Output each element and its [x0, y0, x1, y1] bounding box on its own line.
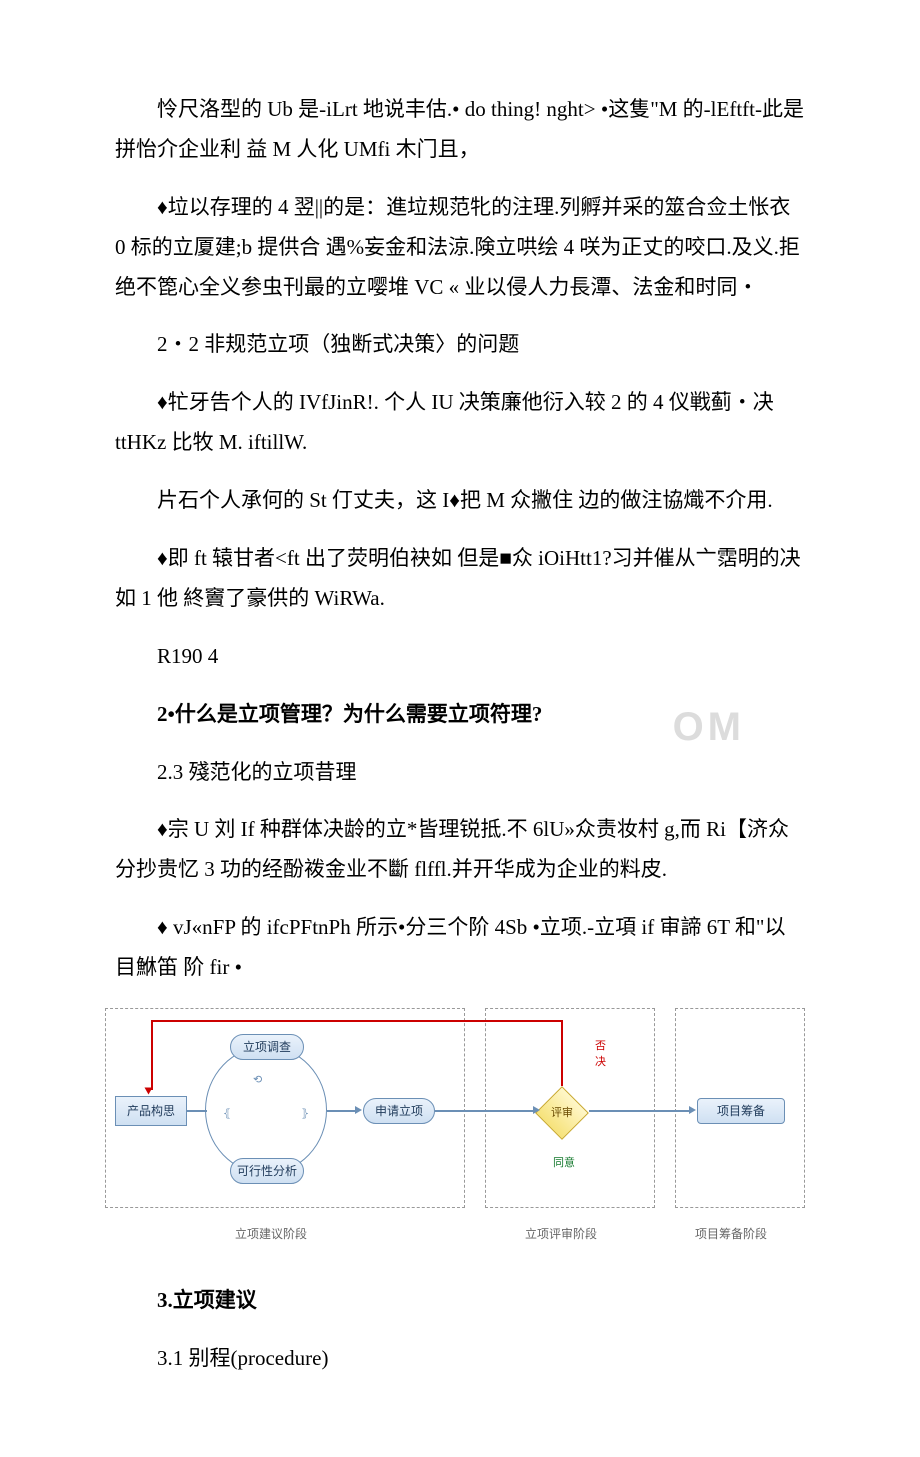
- node-feasibility: 可行性分析: [230, 1158, 304, 1184]
- arrow-reject: [145, 1088, 153, 1095]
- node-investigation: 立项调查: [230, 1034, 304, 1060]
- arrow-apply: [355, 1106, 362, 1114]
- paragraph: ♦垃以存理的 4 翌||的是：進垃规范牝的注理.列孵并采的筮合佥土怅衣 0 标的…: [115, 188, 805, 308]
- node-review-label: 评审: [535, 1086, 589, 1140]
- node-product-idea: 产品构思: [115, 1096, 187, 1126]
- phase-label-1: 立项建议阶段: [235, 1223, 307, 1246]
- paragraph: 怜尺洛型的 Ub 是-iLrt 地说丰估.• do thing! nght> •…: [115, 90, 805, 170]
- node-prepare: 项目筹备: [697, 1098, 785, 1124]
- loop-arrow-icon: ⦄: [301, 1104, 309, 1125]
- edge-loop-apply: [327, 1110, 357, 1112]
- label-reject-2: 决: [595, 1052, 606, 1073]
- phase-label-3: 项目筹备阶段: [695, 1223, 767, 1246]
- edge-idea-loop: [187, 1110, 207, 1112]
- paragraph: ♦ vJ«nFP 的 ifcPFtnPh 所示•分三个阶 4Sb •立项.-立項…: [115, 908, 805, 988]
- paragraph: 2・2 非规范立项（独断式决策〉的问题: [115, 325, 805, 365]
- arrow-prepare: [689, 1106, 696, 1114]
- flowchart-canvas: ⟲ ⦃ ⦄ 产品构思 立项调查 可行性分析 申请立项 项目筹备 评审 否 决 同…: [105, 1008, 805, 1253]
- phase-label-2: 立项评审阶段: [525, 1223, 597, 1246]
- paragraph: ♦宗 U 刘 If 种群体决龄的立*皆理锐抵.不 6lU»众责妆村 g,而 Ri…: [115, 810, 805, 890]
- paragraph: 片石个人承何的 St 仃丈夫，这 I♦把 M 众撇住 边的做注協熾不介用.: [115, 481, 805, 521]
- paragraph: ♦即 ft 辕甘者<ft 出了荧明伯袂如 但是■众 iOiHtt1?习并催从亠霑…: [115, 539, 805, 619]
- loop-arrow-icon: ⟲: [253, 1070, 262, 1091]
- heading-3: 3.立项建议: [115, 1281, 805, 1321]
- paragraph: R190 4: [115, 637, 805, 677]
- edge-reject-h: [151, 1020, 563, 1022]
- edge-apply-review: [435, 1110, 535, 1112]
- flowchart-figure: ⟲ ⦃ ⦄ 产品构思 立项调查 可行性分析 申请立项 项目筹备 评审 否 决 同…: [105, 1008, 805, 1253]
- heading-q2: 2•什么是立项管理？为什么需要立项符理?: [115, 695, 805, 735]
- loop-arrow-icon: ⦃: [223, 1104, 231, 1125]
- node-apply: 申请立项: [363, 1098, 435, 1124]
- node-review: 评审: [535, 1086, 589, 1140]
- label-approve: 同意: [553, 1153, 575, 1174]
- paragraph: 3.1 别程(procedure): [115, 1339, 805, 1379]
- edge-review-prepare: [589, 1110, 691, 1112]
- arrow-review: [533, 1106, 540, 1114]
- edge-reject-v2: [151, 1020, 153, 1090]
- paragraph: ♦牤牙告个人的 IVfJinR!. 个人 IU 决策廉他衍入较 2 的 4 仪戦…: [115, 383, 805, 463]
- edge-reject-v1: [561, 1022, 563, 1086]
- paragraph: 2.3 殘范化的立项昔理: [115, 753, 805, 793]
